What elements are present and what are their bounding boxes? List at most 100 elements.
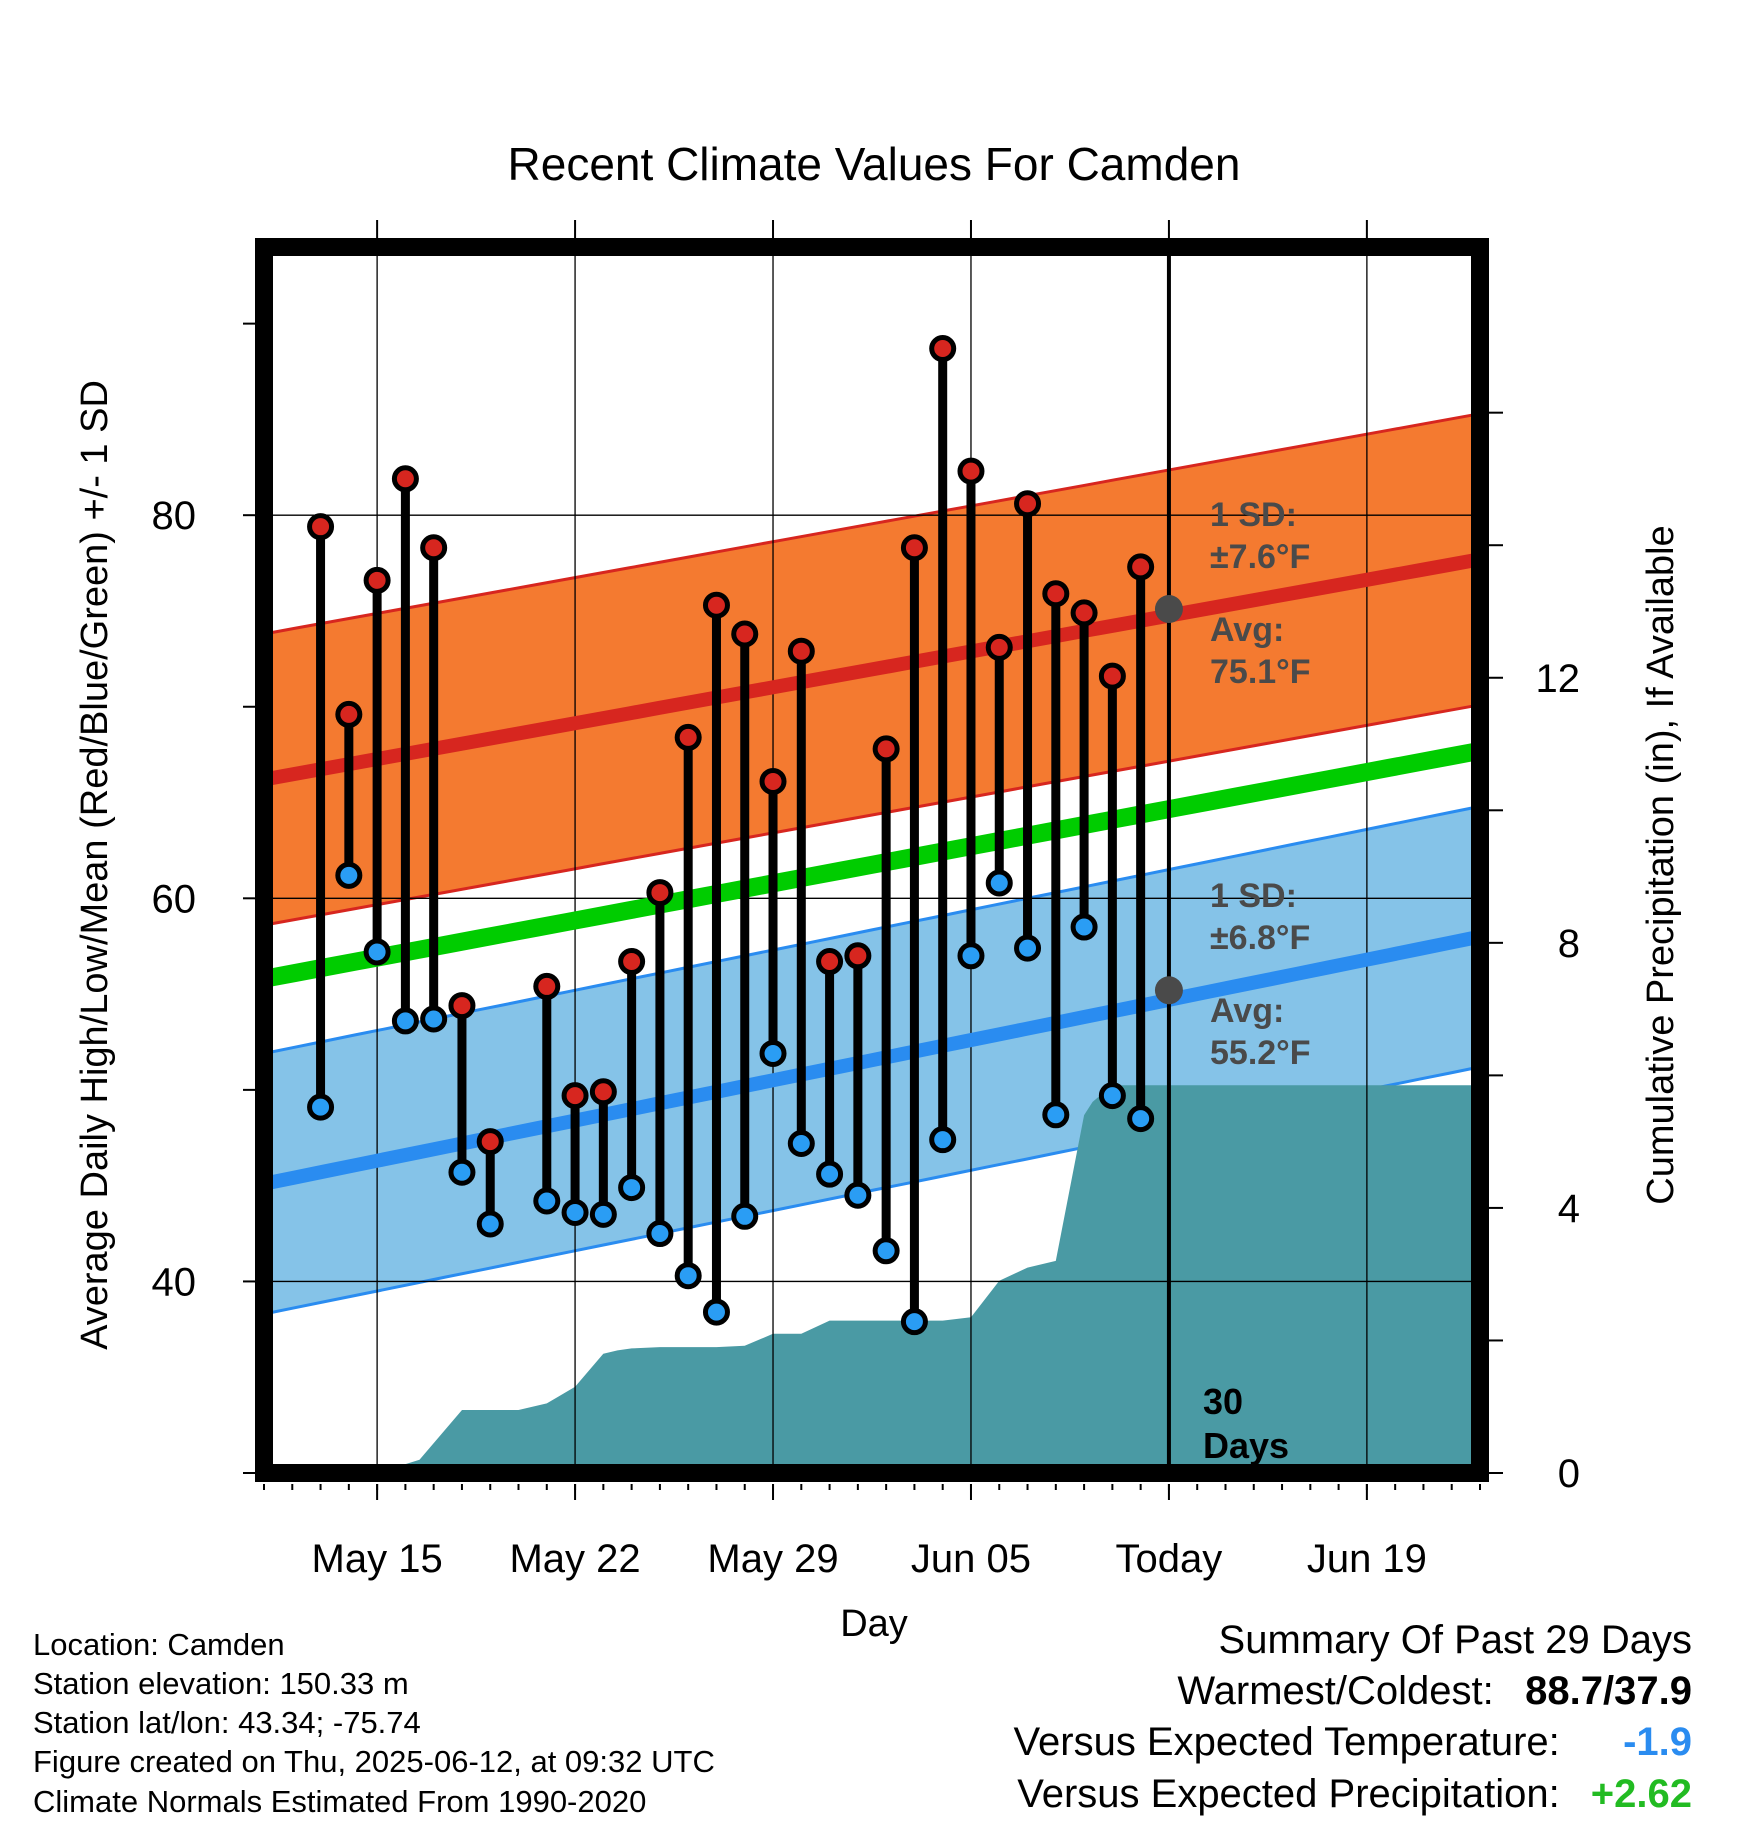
x-tick-label: Jun 05 [911, 1537, 1031, 1581]
x-tick-label: May 29 [707, 1537, 838, 1581]
high-point [731, 620, 759, 648]
info-normals: Climate Normals Estimated From 1990-2020 [33, 1784, 647, 1819]
summary-temp: Versus Expected Temperature: -1.9 [1014, 1720, 1692, 1765]
y-tick-label: 60 [152, 877, 197, 921]
info-created: Figure created on Thu, 2025-06-12, at 09… [33, 1744, 715, 1779]
low-point [900, 1308, 928, 1336]
y2-tick-label: 12 [1536, 657, 1581, 701]
high-avg-value: 75.1°F [1210, 653, 1311, 691]
high-point [646, 879, 674, 907]
info-elevation: Station elevation: 150.33 m [33, 1666, 409, 1701]
high-point [674, 723, 702, 751]
high-point [759, 767, 787, 795]
low-point [420, 1005, 448, 1033]
high-point [1014, 490, 1042, 518]
info-latlon: Station lat/lon: 43.34; -75.74 [33, 1705, 421, 1740]
low-point [335, 861, 363, 889]
y-tick-label: 40 [152, 1260, 197, 1304]
low-point [1014, 934, 1042, 962]
low-point [759, 1039, 787, 1067]
high-point [957, 457, 985, 485]
high-band-lower-edge [263, 703, 1481, 927]
high-point [561, 1082, 589, 1110]
annotations: 1 SD: ±7.6°F Avg: 75.1°F 1 SD: ±6.8°F Av… [1203, 496, 1311, 1466]
x-tick-label: Today [1116, 1537, 1223, 1581]
y2-tick-label: 4 [1558, 1187, 1580, 1231]
period-number: 30 [1203, 1381, 1243, 1422]
precip-value: +2.62 [1590, 1772, 1692, 1816]
low-avg-label: Avg: [1210, 992, 1284, 1030]
low-point [561, 1198, 589, 1226]
low-point [985, 869, 1013, 897]
x-tick-label: May 22 [509, 1537, 640, 1581]
chart-title: Recent Climate Values For Camden [508, 138, 1241, 190]
low-point [1127, 1105, 1155, 1133]
low-point [702, 1298, 730, 1326]
high-point [533, 972, 561, 1000]
high-point [335, 700, 363, 728]
high-point [1098, 662, 1126, 690]
summary-title: Summary Of Past 29 Days [1218, 1618, 1692, 1662]
low-point [929, 1126, 957, 1154]
high-point [844, 942, 872, 970]
low-point [957, 942, 985, 970]
low-point [1070, 913, 1098, 941]
high-point [787, 637, 815, 665]
high-normal-line [262, 552, 1482, 787]
high-point [420, 534, 448, 562]
low-point [363, 938, 391, 966]
high-point [816, 948, 844, 976]
low-point [476, 1210, 504, 1238]
low-point [533, 1187, 561, 1215]
low-sd-label: 1 SD: [1210, 877, 1297, 915]
low-normal-line [262, 929, 1482, 1191]
high-point [307, 513, 335, 541]
warm-cold-label: Warmest/Coldest: [1177, 1669, 1494, 1713]
high-avg-today-marker [1154, 595, 1183, 624]
high-point [448, 992, 476, 1020]
warm-cold-value: 88.7/37.9 [1525, 1669, 1692, 1713]
high-point [872, 735, 900, 763]
low-point [448, 1158, 476, 1186]
precip-label: Versus Expected Precipitation: [1017, 1772, 1560, 1816]
low-point [1098, 1082, 1126, 1110]
high-sd-value: ±7.6°F [1210, 538, 1310, 576]
y2-tick-label: 0 [1558, 1452, 1580, 1496]
high-point [589, 1078, 617, 1106]
info-location: Location: Camden [33, 1627, 285, 1662]
low-avg-today-marker [1154, 976, 1183, 1005]
high-point [1070, 599, 1098, 627]
temp-label: Versus Expected Temperature: [1013, 1720, 1560, 1764]
high-sd-label: 1 SD: [1210, 496, 1297, 534]
summary-precip: Versus Expected Precipitation: +2.62 [1017, 1772, 1692, 1817]
low-point [646, 1220, 674, 1248]
high-point [985, 633, 1013, 661]
precip-area [377, 1085, 1481, 1473]
axes: 40 60 80 0 4 8 12 May 15 May 22 May 29 Jun 05 Today… [152, 220, 1581, 1581]
high-point [618, 948, 646, 976]
y2-axis-label: Cumulative Precipitation (in), If Availa… [1640, 525, 1682, 1204]
high-point [929, 335, 957, 363]
high-point [702, 591, 730, 619]
temp-value: -1.9 [1623, 1720, 1692, 1764]
low-point [816, 1160, 844, 1188]
mean-normal-line [262, 741, 1482, 988]
high-point [476, 1128, 504, 1156]
high-avg-label: Avg: [1210, 611, 1284, 649]
high-point [900, 534, 928, 562]
high-point [1042, 580, 1070, 608]
high-band-upper-edge [263, 412, 1481, 636]
high-point [363, 566, 391, 594]
y2-tick-label: 8 [1558, 922, 1580, 966]
plot-frame [255, 238, 1489, 1482]
low-avg-value: 55.2°F [1210, 1034, 1311, 1072]
high-point [1127, 553, 1155, 581]
high-point [391, 465, 419, 493]
low-point [674, 1262, 702, 1290]
low-sd-value: ±6.8°F [1210, 919, 1310, 957]
low-point [618, 1174, 646, 1202]
x-tick-label: May 15 [312, 1537, 443, 1581]
low-point [589, 1200, 617, 1228]
y-axis-label: Average Daily High/Low/Mean (Red/Blue/Gr… [74, 380, 116, 1350]
